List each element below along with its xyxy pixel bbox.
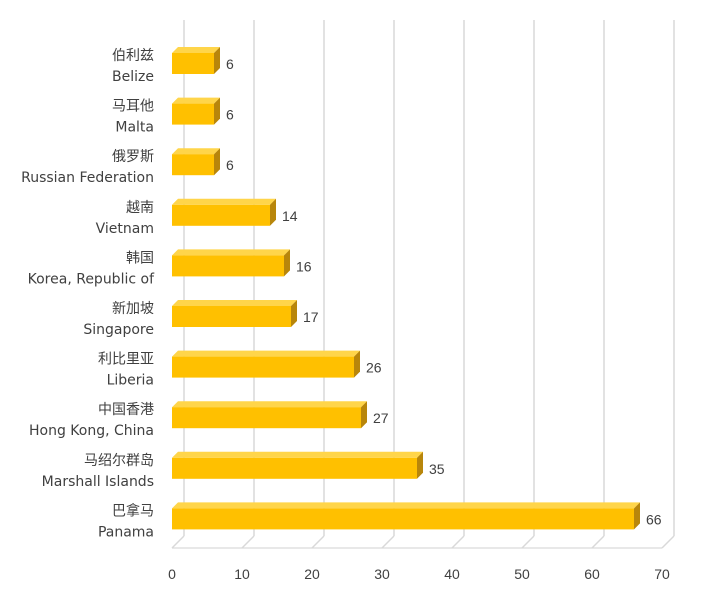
value-label: 6 — [226, 157, 234, 173]
gridline-floor — [661, 535, 675, 549]
gridline-floor — [311, 535, 325, 549]
bar-front — [172, 457, 417, 479]
value-label: 66 — [646, 511, 662, 527]
x-axis-ticks: 0 10 20 30 40 50 60 70 — [168, 566, 670, 582]
bar-marshall-islands — [172, 451, 423, 479]
bar-top — [172, 249, 290, 256]
bar-hong-kong-china — [172, 401, 367, 429]
category-label-cn: 利比里亚 — [98, 352, 154, 368]
x-tick-label: 30 — [374, 566, 390, 582]
bar-top — [172, 350, 360, 357]
bar-front — [172, 356, 354, 378]
bar-side — [214, 148, 220, 176]
bar-top — [172, 148, 220, 155]
gridline-floor — [591, 535, 605, 549]
bar-top — [172, 198, 276, 205]
x-tick-label: 20 — [304, 566, 320, 582]
bar-side — [214, 47, 220, 74]
category-label-en: Malta — [115, 120, 154, 136]
category-label-en: Hong Kong, China — [29, 423, 154, 439]
bar-malta — [172, 97, 220, 125]
value-label: 17 — [303, 309, 319, 325]
bar-front — [172, 255, 284, 277]
gridline-floor — [241, 535, 255, 549]
category-label-en: Korea, Republic of — [28, 271, 155, 287]
bar-singapore — [172, 300, 297, 327]
x-tick-label: 10 — [234, 566, 250, 582]
bar-top — [172, 300, 297, 306]
bar-side — [214, 97, 220, 125]
category-labels: 伯利兹 Belize 马耳他 Malta 俄罗斯 Russian Federation 越南… — [21, 48, 155, 540]
category-label-cn: 中国香港 — [98, 402, 154, 418]
x-tick-label: 40 — [444, 566, 460, 582]
value-label: 16 — [296, 258, 312, 274]
category-label-en: Singapore — [83, 322, 154, 338]
category-label-en: Russian Federation — [21, 170, 154, 186]
bar-top — [172, 502, 640, 509]
x-tick-label: 50 — [514, 566, 530, 582]
bar-front — [172, 53, 214, 74]
bar-russian-federation — [172, 148, 220, 176]
bar-front — [172, 407, 361, 429]
bar-side — [284, 249, 290, 277]
bar-vietnam — [172, 198, 276, 226]
bar-front — [172, 103, 214, 125]
category-label-cn: 新加坡 — [112, 301, 154, 317]
bar-side — [634, 502, 640, 530]
gridline-floor — [451, 535, 465, 549]
bar-front — [172, 154, 214, 176]
category-label-en: Liberia — [107, 373, 154, 389]
category-label-cn: 韩国 — [126, 250, 154, 266]
category-label-en: Vietnam — [96, 221, 154, 237]
bar-front — [172, 306, 291, 327]
bar-side — [361, 401, 367, 429]
bar-top — [172, 97, 220, 104]
value-label: 26 — [366, 360, 382, 376]
value-label: 6 — [226, 107, 234, 123]
bar-side — [417, 451, 423, 479]
value-label: 6 — [226, 56, 234, 72]
bar-top — [172, 47, 220, 53]
category-label-cn: 伯利兹 — [112, 48, 154, 64]
category-label-cn: 巴拿马 — [112, 502, 154, 519]
x-tick-label: 0 — [168, 566, 176, 582]
gridline-floor — [521, 535, 535, 549]
category-label-cn: 越南 — [126, 200, 154, 216]
bar-side — [291, 300, 297, 327]
bar-top — [172, 451, 423, 458]
value-label: 27 — [373, 410, 389, 426]
category-label-cn: 俄罗斯 — [112, 149, 154, 165]
x-tick-label: 70 — [654, 566, 670, 582]
x-tick-label: 60 — [584, 566, 600, 582]
category-label-en: Panama — [98, 524, 154, 540]
gridline-floor — [381, 535, 395, 549]
category-label-en: Marshall Islands — [42, 474, 154, 490]
bar-liberia — [172, 350, 360, 378]
category-label-en: Belize — [112, 69, 154, 85]
gridline-floor — [171, 535, 185, 549]
category-label-cn: 马耳他 — [112, 99, 154, 115]
bar-side — [354, 350, 360, 378]
value-label: 14 — [282, 208, 298, 224]
bar-belize — [172, 47, 220, 74]
bar-korea-republic-of — [172, 249, 290, 277]
value-label: 35 — [429, 461, 445, 477]
bar-top — [172, 401, 367, 408]
category-label-cn: 马绍尔群岛 — [84, 453, 154, 469]
bar-front — [172, 508, 634, 530]
bar-panama — [172, 502, 640, 530]
bar-front — [172, 204, 270, 226]
bar-side — [270, 198, 276, 226]
